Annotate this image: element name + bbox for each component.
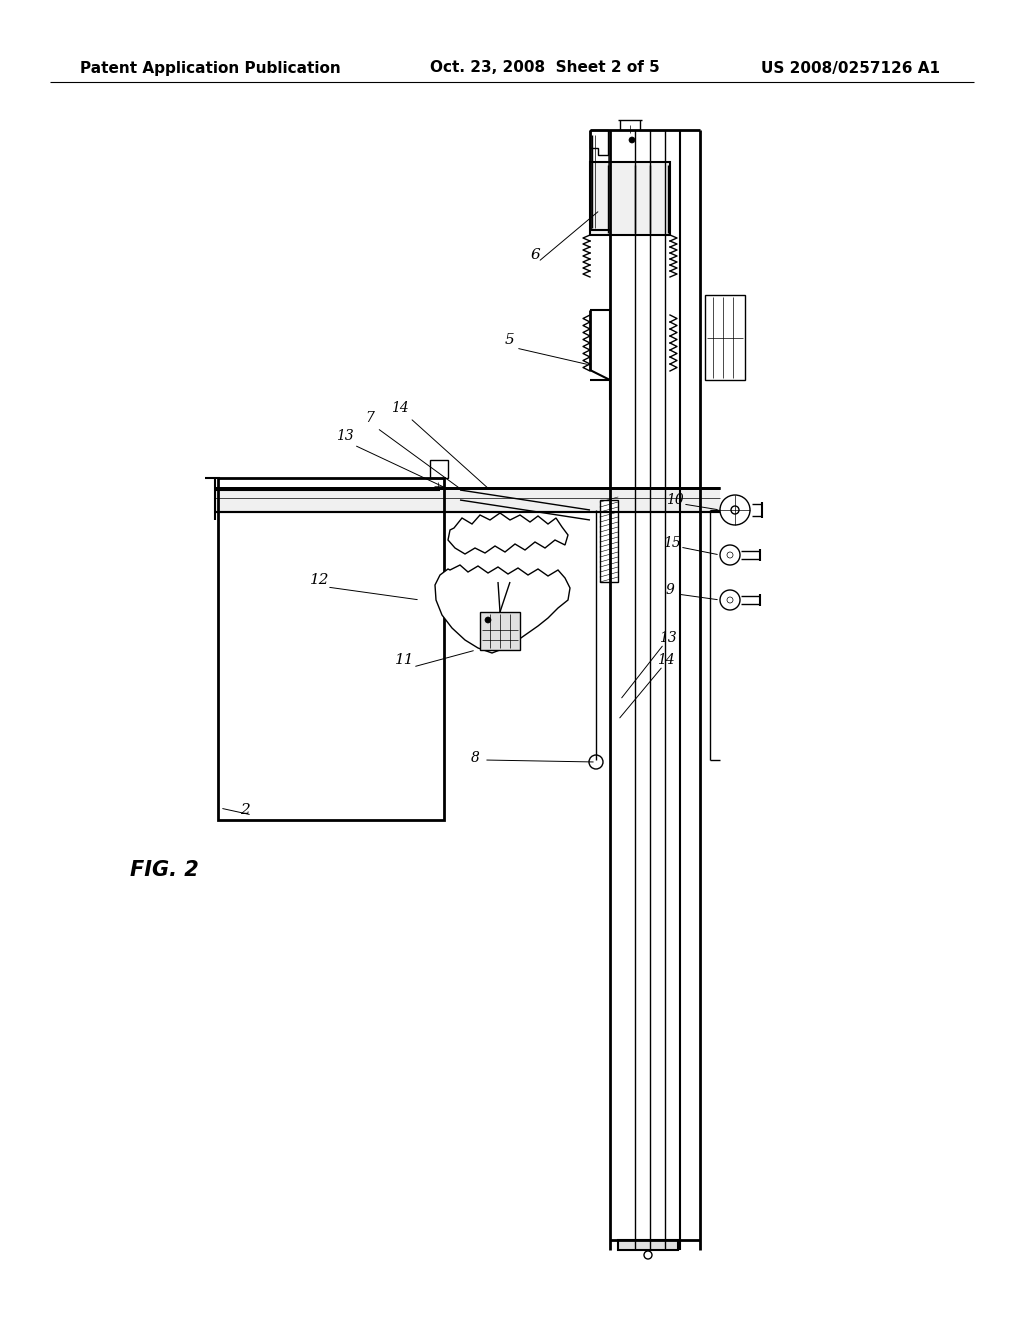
Text: 2: 2 (240, 803, 250, 817)
Polygon shape (590, 129, 608, 154)
Circle shape (644, 1251, 652, 1259)
Bar (480, 612, 520, 649)
Circle shape (589, 755, 603, 770)
Circle shape (727, 552, 733, 558)
Polygon shape (449, 513, 568, 554)
Bar (218, 478, 444, 820)
Text: 10: 10 (667, 492, 684, 507)
Text: Patent Application Publication: Patent Application Publication (80, 61, 341, 75)
Circle shape (731, 506, 739, 513)
Circle shape (720, 495, 750, 525)
Text: 5: 5 (505, 333, 515, 347)
Circle shape (629, 137, 635, 143)
Circle shape (727, 597, 733, 603)
Text: 12: 12 (310, 573, 330, 587)
Text: 15: 15 (664, 536, 681, 550)
Text: 6: 6 (530, 248, 540, 261)
Circle shape (720, 545, 740, 565)
Text: 9: 9 (666, 583, 675, 597)
Circle shape (720, 590, 740, 610)
Bar (215, 488, 720, 512)
Circle shape (485, 616, 490, 623)
Text: 7: 7 (366, 411, 375, 425)
Text: US 2008/0257126 A1: US 2008/0257126 A1 (761, 61, 940, 75)
Text: 13: 13 (659, 631, 677, 645)
Bar (430, 459, 449, 478)
Text: FIG. 2: FIG. 2 (130, 861, 199, 880)
Text: 14: 14 (657, 653, 675, 667)
Bar (618, 1239, 678, 1250)
Text: 14: 14 (391, 401, 409, 414)
Text: 11: 11 (395, 653, 415, 667)
Text: Oct. 23, 2008  Sheet 2 of 5: Oct. 23, 2008 Sheet 2 of 5 (430, 61, 659, 75)
Bar (705, 294, 745, 380)
Polygon shape (435, 565, 570, 653)
Bar (590, 162, 670, 235)
Text: 13: 13 (336, 429, 354, 444)
Bar (600, 500, 618, 582)
Text: 8: 8 (471, 751, 479, 766)
